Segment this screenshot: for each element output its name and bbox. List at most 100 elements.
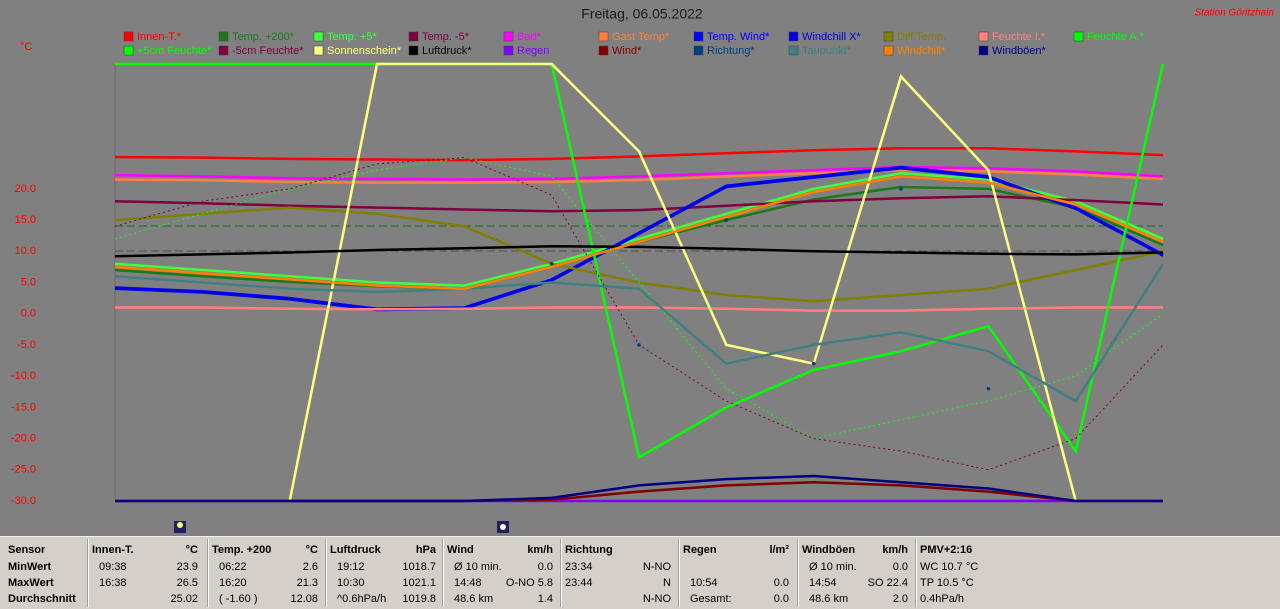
separator	[325, 539, 327, 607]
cell-value: 1021.1	[402, 577, 436, 589]
group-unit: km/h	[882, 544, 908, 556]
cell-value: 23.9	[176, 561, 198, 573]
series-line	[114, 157, 1164, 440]
legend-swatch	[883, 31, 894, 42]
series-line	[114, 172, 1164, 287]
group-header: Innen-T.	[92, 544, 134, 556]
cell-time: 23:44	[565, 577, 593, 589]
cell-time: Gesamt:	[690, 593, 732, 605]
legend-label: Temp. +200*	[232, 31, 295, 43]
cell-value: N-NO	[642, 593, 671, 605]
series-line	[114, 167, 1164, 312]
sensor-table: Sensor MinWert MaxWert Durchschnitt Innen-T.…	[0, 536, 1280, 609]
legend-swatch	[693, 45, 704, 56]
legend-label: -5cm Feuchte*	[232, 45, 304, 57]
separator	[915, 539, 917, 607]
legend-swatch	[313, 45, 324, 56]
cell-value: SO 22.4	[867, 577, 908, 589]
legend-label: Wind*	[612, 45, 642, 57]
row-label: MinWert	[8, 561, 52, 573]
legend-label: Bad*	[517, 31, 542, 43]
cell-value: 21.3	[296, 577, 318, 589]
cell-value: 2.6	[302, 561, 318, 573]
series-line	[114, 147, 1164, 162]
cell-value: N-NO	[642, 561, 671, 573]
legend-label: Diff Temp.	[897, 31, 946, 43]
cell-value: 0.0	[537, 561, 553, 573]
cell-value: 25.02	[170, 593, 198, 605]
group-header: Regen	[683, 544, 717, 556]
data-dot	[724, 218, 729, 222]
legend-swatch	[978, 31, 989, 42]
group-header: Luftdruck	[330, 544, 381, 556]
legend-swatch	[978, 45, 989, 56]
group-header: Windböen	[802, 544, 856, 556]
separator	[87, 539, 89, 607]
cell-time: 0.4hPa/h	[920, 593, 965, 605]
legend-label: Temp. +5*	[327, 31, 378, 43]
cell-value: 0.0	[773, 577, 789, 589]
cell-value: 2.0	[892, 593, 908, 605]
legend-label: Feuchte A.*	[1087, 31, 1145, 43]
series-line	[115, 306, 1163, 312]
series-line	[114, 195, 1164, 213]
cell-time: ^0.6hPa/h	[337, 593, 387, 605]
data-dot	[986, 386, 991, 391]
legend-swatch	[693, 31, 704, 42]
y-tick-label: -30.0	[11, 495, 36, 507]
cell-value: 12.08	[290, 593, 318, 605]
row-header: Sensor	[8, 544, 46, 556]
group-unit: l/m²	[769, 544, 789, 556]
cell-time: 09:38	[99, 561, 127, 573]
series-line	[114, 245, 1164, 258]
legend-label: Gast Temp*	[612, 31, 670, 43]
separator	[678, 539, 680, 607]
legend-swatch	[788, 31, 799, 42]
legend-label: +5cm Feuchte*	[137, 45, 212, 57]
legend-swatch	[598, 31, 609, 42]
legend-swatch	[788, 45, 799, 56]
group-header: Richtung	[565, 544, 613, 556]
cell-value: 0.0	[892, 561, 908, 573]
legend-label: Sonnenschein*	[327, 45, 402, 57]
cell-value: N	[663, 577, 671, 589]
y-tick-label: 15.0	[15, 214, 36, 226]
y-axis-label: °C	[20, 41, 32, 53]
cell-time: ( -1.60 )	[219, 593, 258, 605]
legend-swatch	[408, 45, 419, 56]
y-tick-label: -10.0	[11, 370, 36, 382]
cell-time: 10:54	[690, 577, 718, 589]
group-header: PMV+2:16	[920, 544, 973, 556]
legend-label: Taupunkt*	[802, 45, 852, 57]
moon-icon	[177, 522, 183, 528]
legend-label: Windchill X*	[802, 31, 861, 43]
cell-value: O-NO 5.8	[505, 577, 553, 589]
cell-time: 48.6 km	[809, 593, 849, 605]
separator	[442, 539, 444, 607]
cell-time: TP 10.5 °C	[920, 577, 974, 589]
row-label: MaxWert	[8, 577, 54, 589]
legend-swatch	[503, 31, 514, 42]
sun-icon	[500, 524, 506, 530]
legend-label: Temp. Wind*	[707, 31, 770, 43]
legend-swatch	[313, 31, 324, 42]
cell-value: 0.0	[773, 593, 789, 605]
separator	[560, 539, 562, 607]
cell-time: 14:48	[454, 577, 482, 589]
legend-swatch	[218, 45, 229, 56]
cell-time: 19:12	[337, 561, 365, 573]
legend-swatch	[503, 45, 514, 56]
cell-time: 10:30	[337, 577, 365, 589]
y-tick-label: -25.0	[11, 464, 36, 476]
y-tick-label: -20.0	[11, 432, 36, 444]
cell-value: 1018.7	[402, 561, 436, 573]
y-tick-label: 20.0	[15, 183, 36, 195]
chart-title: Freitag, 06.05.2022	[581, 6, 703, 22]
y-tick-label: 10.0	[15, 245, 36, 257]
cell-time: 16:20	[219, 577, 247, 589]
cell-time: 23:34	[565, 561, 593, 573]
cell-time: 48.6 km	[454, 593, 494, 605]
legend-label: Windchill*	[897, 45, 946, 57]
legend-label: Innen-T.*	[137, 31, 182, 43]
